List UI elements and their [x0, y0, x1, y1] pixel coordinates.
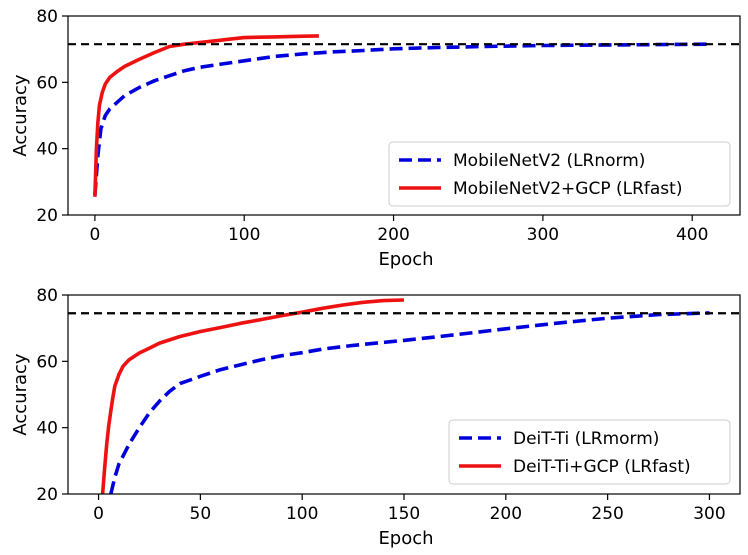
series-line-2	[93, 34, 319, 197]
y-tick-label: 40	[36, 140, 58, 160]
y-tick-label: 80	[36, 286, 58, 306]
legend-label-1: DeiT-Ti (LRmorm)	[513, 429, 659, 449]
chart-panel-2: 0 50 100 150 200 250 300 20 40 60 80 Epoch Accuracy D…	[10, 286, 741, 549]
x-axis-title: Epoch	[378, 528, 433, 549]
legend-label-2: DeiT-Ti+GCP (LRfast)	[513, 457, 691, 477]
y-tick-label: 60	[36, 73, 58, 93]
legend-label-2: MobileNetV2+GCP (LRfast)	[453, 179, 682, 199]
x-tick-label: 100	[228, 225, 260, 245]
x-tick-label: 250	[591, 504, 623, 524]
chart-panel-1: 0 100 200 300 400 20 40 60 80 Epoch Accuracy Mobile…	[10, 7, 741, 270]
x-tick-label: 150	[388, 504, 420, 524]
x-tick-label: 0	[93, 504, 104, 524]
y-axis-title: Accuracy	[10, 74, 31, 157]
y-tick-label: 20	[36, 206, 58, 226]
x-tick-label: 200	[377, 225, 409, 245]
series-line-1	[109, 311, 710, 494]
x-tick-label: 100	[286, 504, 318, 524]
x-axis-title: Epoch	[378, 249, 433, 270]
legend: DeiT-Ti (LRmorm) DeiT-Ti+GCP (LRfast)	[448, 419, 731, 485]
legend-box	[388, 141, 731, 207]
y-tick-label: 60	[36, 352, 58, 372]
axes-frame	[67, 15, 741, 216]
legend-label-1: MobileNetV2 (LRnorm)	[453, 151, 645, 171]
legend-box	[448, 419, 731, 485]
x-tick-label: 200	[490, 504, 522, 524]
y-tick-label: 80	[36, 7, 58, 27]
x-tick-label: 50	[190, 504, 212, 524]
series-line-1	[93, 42, 708, 196]
x-tick-label: 300	[527, 225, 559, 245]
x-tick-label: 300	[693, 504, 725, 524]
x-tick-label: 0	[89, 225, 100, 245]
legend: MobileNetV2 (LRnorm) MobileNetV2+GCP (LRf…	[388, 141, 731, 207]
x-tick-label: 400	[676, 225, 708, 245]
y-tick-label: 20	[36, 485, 58, 505]
series-line-2	[100, 298, 405, 494]
y-axis-title: Accuracy	[10, 353, 31, 436]
y-tick-label: 40	[36, 419, 58, 439]
